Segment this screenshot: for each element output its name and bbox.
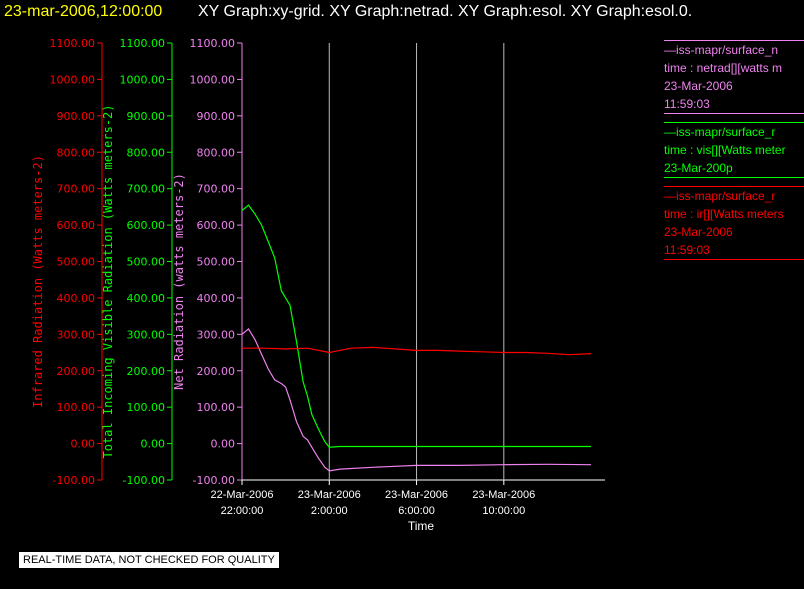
series-line-netrad [241, 327, 592, 472]
legend-entry-netrad: —iss-mapr/surface_n time : netrad[][watt… [664, 40, 804, 114]
y-tick-label: 900.00 [57, 110, 96, 123]
y-axis-label: Infrared Radiation (Watts meters-2) [31, 155, 45, 408]
legend-time: 11:59:03 [664, 97, 710, 111]
legend-source: —iss-mapr/surface_r [664, 125, 776, 139]
x-axis-label: Time [408, 519, 435, 533]
y-tick-label: -100.00 [193, 474, 235, 487]
y-tick-label: 800.00 [57, 146, 96, 159]
y-tick-label: 700.00 [197, 183, 236, 196]
y-tick-label: 200.00 [127, 365, 166, 378]
legend-entry-vis: —iss-mapr/surface_r time : vis[][Watts m… [664, 122, 804, 178]
y-tick-label: 600.00 [127, 219, 166, 232]
y-tick-label: 400.00 [127, 292, 166, 305]
y-tick-label: 300.00 [57, 328, 96, 341]
legend-date: 23-Mar-200p [664, 161, 733, 175]
y-tick-label: 1100.00 [120, 37, 166, 50]
legend-date: 23-Mar-2006 [664, 225, 733, 239]
y-axis-label: Net Radiation (watts meters-2) [172, 173, 186, 390]
y-tick-label: 300.00 [197, 328, 236, 341]
y-tick-label: 500.00 [57, 256, 96, 269]
y-tick-label: 1100.00 [190, 37, 236, 50]
y-tick-label: 1000.00 [120, 73, 166, 86]
legend-variable: time : ir[][Watts meters [664, 207, 784, 221]
y-tick-label: 700.00 [127, 183, 166, 196]
y-tick-label: 800.00 [127, 146, 166, 159]
header-date: 23-mar-2006,12:00:00 [4, 3, 163, 20]
y-tick-label: 0.00 [211, 438, 236, 451]
y-tick-label: 1100.00 [50, 37, 96, 50]
y-tick-label: 600.00 [197, 219, 236, 232]
x-tick-label: 22:00:00 [221, 505, 264, 517]
legend-date: 23-Mar-2006 [664, 79, 733, 93]
x-tick-label: 10:00:00 [482, 505, 525, 517]
legend-time: 11:59:03 [664, 243, 710, 257]
x-tick-label: 23-Mar-2006 [385, 489, 448, 501]
header-bar: 23-mar-2006,12:00:00 XY Graph:xy-grid. X… [0, 0, 804, 24]
y-axis-label: Total Incoming Visible Radiation (Watts … [101, 104, 115, 458]
y-tick-label: -100.00 [123, 474, 165, 487]
legend-variable: time : netrad[][watts m [664, 61, 783, 75]
y-tick-label: 200.00 [197, 365, 236, 378]
legend: —iss-mapr/surface_n time : netrad[][watt… [664, 40, 804, 268]
legend-entry-ir: —iss-mapr/surface_r time : ir[][Watts me… [664, 186, 804, 260]
quality-notice: REAL-TIME DATA, NOT CHECKED FOR QUALITY [19, 552, 279, 568]
y-tick-label: 100.00 [57, 401, 96, 414]
y-tick-label: 400.00 [197, 292, 236, 305]
y-tick-label: 800.00 [197, 146, 236, 159]
legend-source: —iss-mapr/surface_r [664, 189, 776, 203]
y-tick-label: 1000.00 [190, 73, 236, 86]
x-tick-label: 23-Mar-2006 [472, 489, 535, 501]
y-tick-label: 400.00 [57, 292, 96, 305]
y-tick-label: 300.00 [127, 328, 166, 341]
y-tick-label: 900.00 [127, 110, 166, 123]
x-tick-label: 23-Mar-2006 [298, 489, 361, 501]
y-tick-label: 1000.00 [50, 73, 96, 86]
legend-source: —iss-mapr/surface_n [664, 43, 779, 57]
y-tick-label: 500.00 [127, 256, 166, 269]
x-tick-label: 2:00:00 [311, 505, 348, 517]
y-tick-label: 700.00 [57, 183, 96, 196]
y-tick-label: 900.00 [197, 110, 236, 123]
y-tick-label: 0.00 [71, 438, 96, 451]
y-tick-label: 0.00 [141, 438, 166, 451]
y-tick-label: 500.00 [197, 256, 236, 269]
y-tick-label: -100.00 [53, 474, 95, 487]
legend-variable: time : vis[][Watts meter [664, 143, 786, 157]
y-tick-label: 600.00 [57, 219, 96, 232]
y-tick-label: 100.00 [127, 401, 166, 414]
series-line-vis [241, 204, 592, 448]
x-tick-label: 6:00:00 [398, 505, 435, 517]
y-tick-label: 200.00 [57, 365, 96, 378]
header-graph-titles: XY Graph:xy-grid. XY Graph:netrad. XY Gr… [198, 3, 693, 20]
x-tick-label: 22-Mar-2006 [211, 489, 274, 501]
y-tick-label: 100.00 [197, 401, 236, 414]
series-line-ir [242, 346, 592, 356]
